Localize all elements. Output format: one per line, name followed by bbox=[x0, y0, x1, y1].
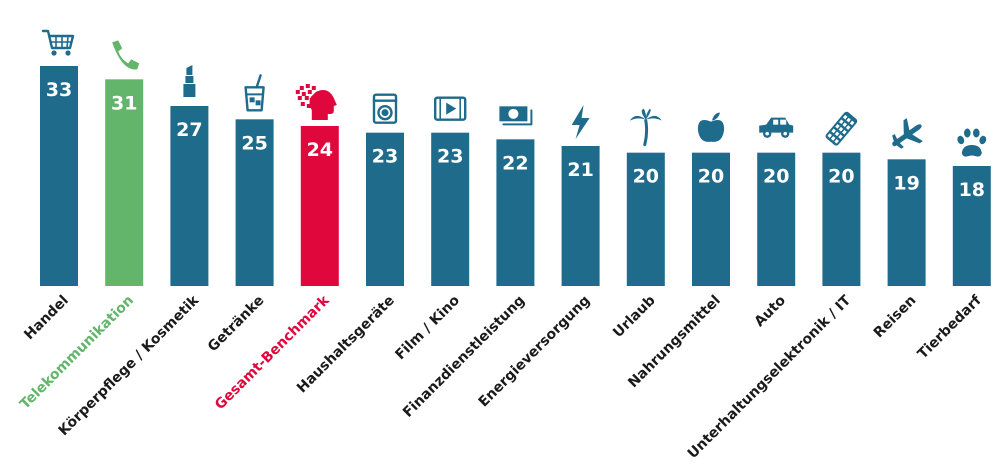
bar-tierbedarf bbox=[952, 166, 991, 286]
bar-reisen bbox=[887, 159, 926, 286]
bar-value-label: 19 bbox=[893, 172, 919, 194]
remote-control-icon bbox=[825, 111, 858, 146]
category-label-film-kino: Film / Kino bbox=[392, 292, 463, 363]
film-icon bbox=[434, 96, 467, 121]
bar-value-label: 20 bbox=[763, 166, 789, 188]
head-pixels-icon bbox=[295, 84, 337, 120]
category-label-finanzdienstleistung: Finanzdienstleistung bbox=[400, 293, 528, 421]
bar-unterhaltungselektronik-it bbox=[822, 152, 861, 286]
bar-value-label: 25 bbox=[241, 132, 267, 154]
bar-value-label: 24 bbox=[307, 139, 333, 161]
bar-getränke bbox=[235, 119, 274, 286]
airplane-icon bbox=[892, 118, 923, 149]
bar-value-label: 20 bbox=[633, 166, 659, 188]
apple-icon bbox=[697, 112, 725, 142]
category-label-gesamt-benchmark: Gesamt-Benchmark bbox=[212, 292, 333, 413]
bar-film-kino bbox=[431, 132, 470, 286]
bar-value-label: 20 bbox=[828, 166, 854, 188]
lightning-icon bbox=[571, 105, 590, 139]
bar-telekommunikation bbox=[105, 79, 144, 286]
bar-value-label: 18 bbox=[959, 179, 985, 201]
lipstick-icon bbox=[183, 65, 196, 97]
category-label-energieversorgung: Energieversorgung bbox=[476, 293, 594, 411]
bar-value-label: 22 bbox=[502, 152, 528, 174]
category-label-telekommunikation: Telekommunikation bbox=[17, 293, 137, 413]
shopping-cart-icon bbox=[41, 29, 75, 56]
bar-körperpflege-kosmetik bbox=[170, 106, 209, 286]
category-label-getränke: Getränke bbox=[205, 293, 268, 356]
category-label-tierbedarf: Tierbedarf bbox=[915, 292, 985, 362]
bar-auto bbox=[757, 152, 796, 286]
category-label-reisen: Reisen bbox=[871, 293, 920, 342]
category-label-handel: Handel bbox=[21, 293, 72, 344]
bar-urlaub bbox=[626, 152, 665, 286]
category-label-körperpflege-kosmetik: Körperpflege / Kosmetik bbox=[56, 292, 203, 439]
bar-energieversorgung bbox=[561, 146, 600, 286]
bar-value-label: 33 bbox=[46, 79, 72, 101]
paw-icon bbox=[957, 128, 987, 157]
category-label-urlaub: Urlaub bbox=[610, 293, 658, 341]
bar-value-label: 27 bbox=[176, 119, 202, 141]
bar-value-label: 23 bbox=[437, 146, 463, 168]
bar-value-label: 31 bbox=[111, 92, 137, 114]
bar-value-label: 21 bbox=[567, 159, 593, 181]
bar-nahrungsmittel bbox=[692, 152, 730, 286]
phone-icon bbox=[112, 40, 140, 70]
category-label-auto: Auto bbox=[751, 292, 789, 330]
bar-handel bbox=[40, 66, 78, 286]
palm-tree-icon bbox=[629, 108, 662, 147]
banknote-icon bbox=[499, 106, 533, 126]
bar-finanzdienstleistung bbox=[496, 139, 535, 286]
bar-haushaltsgeräte bbox=[366, 132, 404, 286]
drink-glass-icon bbox=[244, 74, 265, 112]
bar-value-label: 23 bbox=[372, 146, 398, 168]
bar-gesamt-benchmark bbox=[300, 126, 339, 286]
car-icon bbox=[759, 117, 794, 138]
washing-machine-icon bbox=[372, 93, 398, 124]
bar-value-label: 20 bbox=[698, 166, 724, 188]
